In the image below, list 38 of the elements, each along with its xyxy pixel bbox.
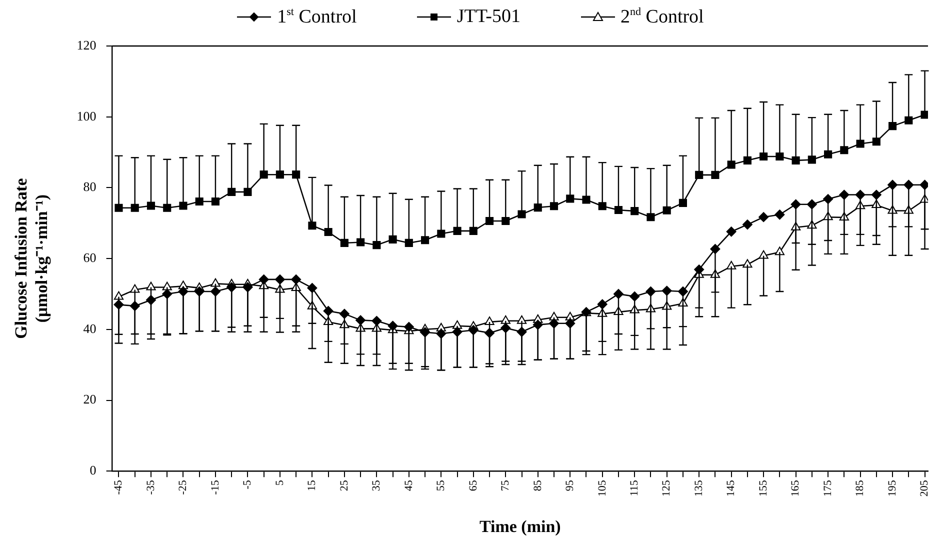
legend-label: 1$^{st}$ Control <box>277 6 357 28</box>
x-tick-label: -5 <box>242 480 254 490</box>
x-tick-label: 45 <box>402 480 415 492</box>
x-tick-label: 205 <box>918 480 931 497</box>
y-tick-label: 40 <box>83 320 96 336</box>
legend-label: 2$^{nd}$ Control <box>620 6 704 28</box>
x-tick-label: 35 <box>370 480 383 492</box>
x-tick-label: 165 <box>790 480 802 497</box>
y-tick-label: 60 <box>83 250 96 265</box>
x-tick-label: 15 <box>306 480 318 492</box>
y-tick-label: 0 <box>90 462 96 478</box>
x-tick-label: 195 <box>886 480 898 497</box>
x-tick-label: 135 <box>692 480 705 497</box>
x-tick-label: 125 <box>660 480 673 497</box>
x-tick-label: -35 <box>144 480 157 495</box>
y-axis-title: Glucose Infusion Rate (μmol·kg⁻¹·min⁻¹) <box>12 178 51 339</box>
x-tick-label: 5 <box>274 480 286 486</box>
x-tick-label: 145 <box>725 480 738 497</box>
y-tick-label: 20 <box>83 392 96 407</box>
legend-label: JTT-501 <box>456 6 521 28</box>
x-axis-title: Time (min) <box>479 517 561 536</box>
x-tick-label: 65 <box>467 480 480 492</box>
y-tick-label: 120 <box>76 37 96 52</box>
x-tick-label: 85 <box>532 480 544 492</box>
x-tick-label: 155 <box>757 480 770 497</box>
x-tick-label: 55 <box>435 480 448 492</box>
x-tick-label: 185 <box>854 480 866 497</box>
y-tick-label: 100 <box>76 108 96 124</box>
x-tick-label: 25 <box>338 480 350 492</box>
x-tick-label: 175 <box>822 480 834 497</box>
x-tick-label: 75 <box>500 480 512 492</box>
y-tick-label: 80 <box>83 179 96 194</box>
x-tick-label: 105 <box>596 480 608 497</box>
x-tick-label: 115 <box>628 480 640 496</box>
x-tick-label: -45 <box>112 480 125 495</box>
x-tick-label: -15 <box>209 480 222 495</box>
x-tick-label: -25 <box>177 480 190 495</box>
x-tick-label: 95 <box>564 480 576 492</box>
